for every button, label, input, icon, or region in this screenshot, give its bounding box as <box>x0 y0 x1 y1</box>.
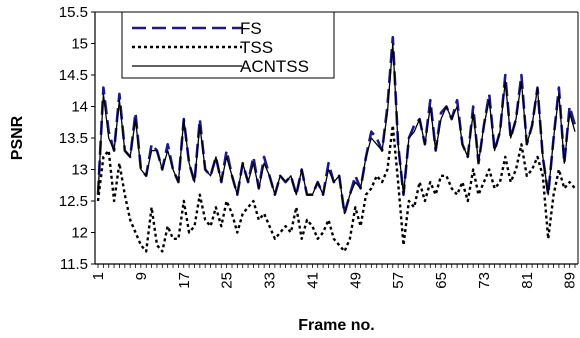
legend-label-tss: TSS <box>240 38 273 57</box>
y-tick-label: 15 <box>71 36 88 53</box>
y-tick-label: 12.5 <box>59 193 88 210</box>
x-tick-label: 17 <box>176 272 193 289</box>
y-tick-label: 13.5 <box>59 130 88 147</box>
x-tick-label: 49 <box>347 272 364 289</box>
x-tick-label: 41 <box>304 272 321 289</box>
legend-box <box>121 11 335 79</box>
y-tick-label: 12 <box>71 225 88 242</box>
y-axis-title: PSNR <box>9 115 26 160</box>
x-tick-label: 89 <box>562 272 579 289</box>
x-tick-label: 1 <box>90 272 107 280</box>
x-tick-label: 9 <box>133 272 150 280</box>
series-line-acntss <box>97 42 576 215</box>
x-tick-label: 73 <box>476 272 493 289</box>
legend-label-fs: FS <box>240 19 262 38</box>
x-axis-title: Frame no. <box>298 317 374 334</box>
x-tick-label: 81 <box>519 272 536 289</box>
x-tick-label: 57 <box>390 272 407 289</box>
plot-area <box>96 35 577 253</box>
series-line-tss <box>96 124 576 253</box>
legend-label-acntss: ACNTSS <box>240 57 309 76</box>
x-tick-label: 25 <box>219 272 236 289</box>
x-tick-label: 65 <box>433 272 450 289</box>
y-tick-label: 14.5 <box>59 67 88 84</box>
y-tick-label: 11.5 <box>60 256 88 273</box>
tick-labels: 11.5 12 12.5 13 13.5 14 14.5 15 15.5 1 9 17 25 33 41 49… <box>59 4 579 289</box>
x-tick-label: 33 <box>262 272 279 289</box>
y-tick-label: 13 <box>71 162 88 179</box>
y-tick-label: 15.5 <box>59 4 88 21</box>
y-tick-label: 14 <box>71 99 88 116</box>
